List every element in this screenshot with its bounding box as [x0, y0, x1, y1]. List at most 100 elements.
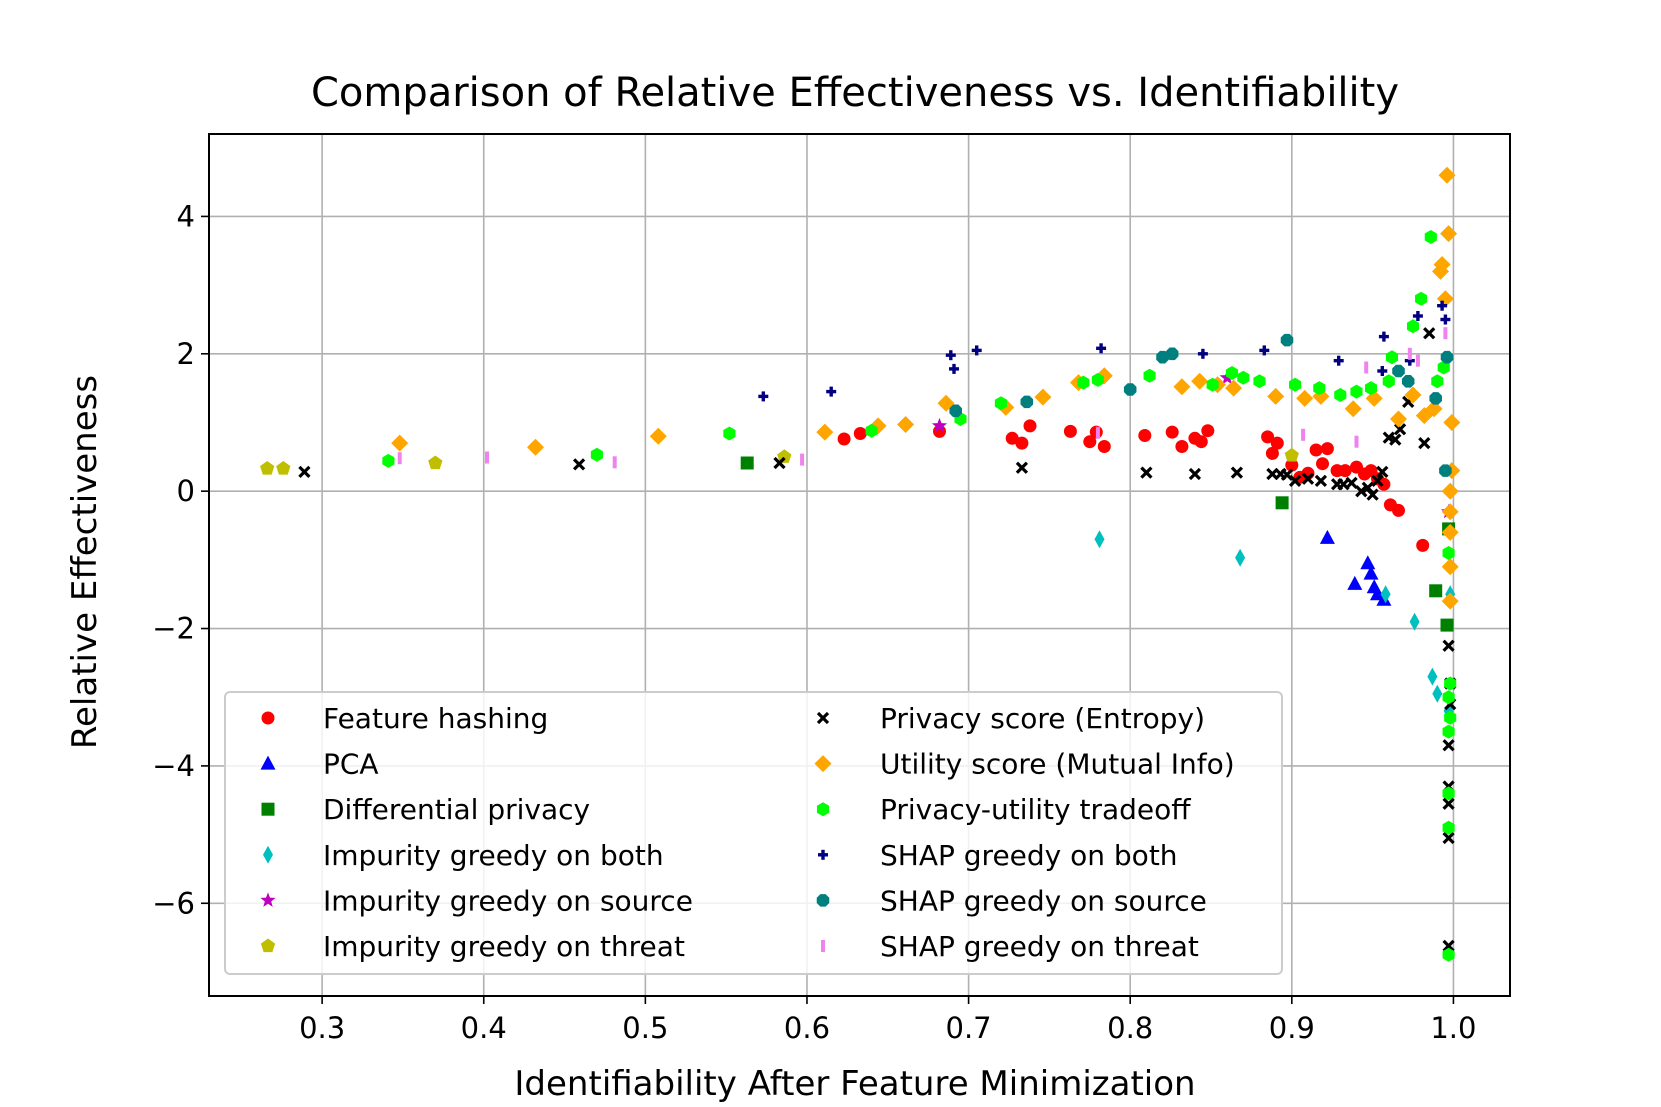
axes-frame [208, 133, 1511, 997]
legend-label: Privacy score (Entropy) [880, 702, 1205, 735]
data-point [1401, 375, 1415, 388]
data-point [773, 456, 786, 470]
data-point [971, 345, 982, 356]
data-point [1289, 377, 1302, 392]
data-point [1334, 388, 1347, 402]
data-point [1376, 465, 1389, 479]
data-point [1188, 467, 1202, 481]
data-point [1225, 366, 1239, 380]
data-point [1296, 389, 1314, 407]
chart-title: Comparison of Relative Effectiveness vs.… [311, 70, 1399, 116]
data-point [1392, 503, 1405, 517]
data-point [1143, 368, 1156, 383]
data-point [1201, 424, 1215, 438]
data-point [1253, 374, 1266, 389]
data-point [1393, 423, 1407, 436]
data-point [1275, 496, 1289, 510]
data-point [1333, 355, 1344, 366]
legend-marker [816, 802, 830, 817]
data-points [260, 166, 1461, 962]
y-axis-label: Relative Effectiveness [65, 375, 105, 749]
data-point [1265, 446, 1279, 460]
legend-marker [821, 940, 825, 952]
data-point [1319, 529, 1335, 544]
data-point [1194, 435, 1208, 449]
data-point [1140, 466, 1153, 479]
legend-entry: Utility score (Mutual Info) [814, 748, 1235, 781]
data-point [1364, 381, 1378, 396]
data-point [1442, 739, 1455, 752]
legend-box [224, 691, 1283, 975]
data-point [1439, 464, 1452, 477]
data-point [1173, 378, 1191, 396]
data-point [1320, 442, 1334, 456]
data-point [1444, 676, 1457, 691]
data-point [298, 465, 311, 479]
data-point [1015, 436, 1029, 450]
legend-marker [816, 894, 830, 907]
data-point [572, 458, 586, 471]
data-point [777, 449, 792, 463]
data-point [837, 432, 851, 446]
legend-entry: Privacy score (Entropy) [816, 702, 1205, 735]
data-point [1431, 374, 1444, 389]
data-point [1441, 503, 1459, 521]
data-point [1385, 350, 1399, 365]
data-point [397, 452, 402, 465]
data-point [1442, 690, 1455, 705]
data-point [1005, 431, 1019, 445]
data-point [1316, 457, 1329, 471]
data-point [949, 404, 962, 418]
series-shap-greedy-on-source [949, 333, 1454, 477]
data-point [1423, 327, 1436, 340]
data-point [1094, 530, 1105, 549]
data-point [1020, 395, 1034, 409]
data-point [590, 447, 603, 462]
legend-marker [816, 711, 830, 725]
data-point [1156, 350, 1169, 364]
data-point [428, 455, 443, 470]
x-tick-label: 0.5 [622, 1011, 668, 1045]
data-point [1443, 327, 1448, 340]
data-point [1063, 424, 1077, 438]
data-point [1338, 464, 1352, 478]
data-point [1441, 523, 1459, 541]
data-point [1418, 436, 1431, 450]
data-point [865, 423, 878, 438]
data-point [949, 363, 959, 374]
data-point [1444, 710, 1457, 725]
legend-entry: Impurity greedy on both [263, 839, 664, 872]
legend-entry: Impurity greedy on threat [260, 930, 685, 963]
data-point [1288, 474, 1302, 488]
data-point [1366, 488, 1379, 501]
data-point [1091, 372, 1104, 387]
x-tick-label: 0.3 [299, 1011, 345, 1045]
y-tick-label: −2 [152, 612, 195, 646]
data-point [1392, 364, 1405, 378]
data-point [612, 456, 617, 469]
data-point [1438, 166, 1456, 184]
data-point [1382, 374, 1395, 389]
legend-entry: Impurity greedy on source [260, 884, 693, 917]
data-point [1206, 377, 1219, 392]
x-tick-label: 0.4 [461, 1011, 507, 1045]
data-point [1237, 370, 1250, 385]
data-point [276, 461, 291, 475]
data-point [1267, 387, 1285, 405]
legend: Feature hashing PCA Differential privacy Im… [224, 691, 1283, 975]
legend-label: Feature hashing [323, 702, 548, 735]
data-point [1442, 546, 1455, 560]
data-point [723, 426, 736, 441]
x-tick-label: 0.6 [784, 1011, 830, 1045]
data-point [1313, 381, 1326, 396]
data-point [1077, 375, 1090, 390]
data-point [649, 427, 667, 445]
data-point [758, 391, 769, 402]
data-point [1442, 786, 1455, 801]
data-point [816, 423, 834, 441]
legend-marker [260, 892, 276, 907]
data-point [1433, 256, 1451, 273]
data-point [1350, 384, 1363, 399]
data-point [391, 434, 409, 452]
